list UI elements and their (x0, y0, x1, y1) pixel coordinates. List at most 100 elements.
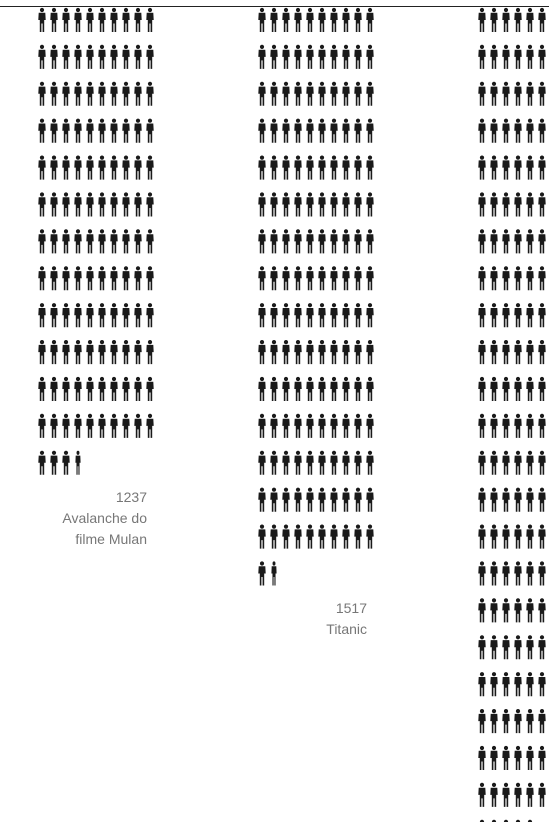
person-icon (526, 487, 534, 512)
person-icon (50, 44, 58, 69)
person-icon (98, 192, 106, 217)
person-icon (258, 413, 266, 438)
person-icon (38, 44, 46, 69)
person-icon (62, 155, 70, 180)
person-icon (502, 524, 510, 549)
person-icon (110, 229, 118, 254)
person-icon (294, 413, 302, 438)
person-icon (330, 192, 338, 217)
person-icon (366, 155, 374, 180)
person-icon (306, 192, 314, 217)
person-icon (306, 487, 314, 512)
person-icon (270, 376, 278, 401)
person-icon (478, 81, 486, 106)
person-icon (502, 376, 510, 401)
person-icon (538, 672, 546, 697)
person-icon (258, 192, 266, 217)
person-icon (538, 635, 546, 660)
person-icon (526, 192, 534, 217)
person-icon (330, 450, 338, 475)
person-icon (318, 340, 326, 365)
person-icon (502, 81, 510, 106)
person-icon (306, 450, 314, 475)
person-icon (50, 413, 58, 438)
person-icon (366, 524, 374, 549)
person-icon (330, 413, 338, 438)
person-icon (354, 266, 362, 291)
person-icon (98, 118, 106, 143)
person-icon (514, 598, 522, 623)
person-icon (258, 561, 266, 586)
person-icon (258, 487, 266, 512)
person-icon (342, 44, 350, 69)
person-icon (502, 7, 510, 33)
person-icon (502, 155, 510, 180)
person-icon (62, 376, 70, 401)
person-icon (354, 229, 362, 254)
series-label-titanic: Titanic (326, 621, 367, 637)
person-icon (122, 118, 130, 143)
person-icon (258, 7, 266, 33)
person-icon (294, 155, 302, 180)
person-icon (330, 118, 338, 143)
person-icon (282, 413, 290, 438)
person-icon (318, 229, 326, 254)
person-icon (318, 266, 326, 291)
person-icon (526, 303, 534, 328)
person-icon (110, 155, 118, 180)
person-icon (110, 303, 118, 328)
person-icon (38, 81, 46, 106)
person-icon (134, 229, 142, 254)
person-icon (342, 340, 350, 365)
person-icon (366, 192, 374, 217)
person-icon (134, 376, 142, 401)
person-icon (75, 450, 81, 475)
person-icon (86, 303, 94, 328)
person-icon (502, 229, 510, 254)
person-icon (86, 266, 94, 291)
person-icon (490, 413, 498, 438)
person-icon (318, 118, 326, 143)
person-icon (38, 376, 46, 401)
person-icon (490, 561, 498, 586)
person-icon (502, 635, 510, 660)
person-icon (490, 229, 498, 254)
person-icon (354, 413, 362, 438)
person-icon (490, 266, 498, 291)
person-icon (270, 413, 278, 438)
person-icon (514, 7, 522, 33)
person-icon (514, 635, 522, 660)
person-icon (146, 376, 154, 401)
person-icon (342, 7, 350, 33)
person-icon (122, 192, 130, 217)
person-icon (330, 524, 338, 549)
person-icon (306, 303, 314, 328)
person-icon (490, 376, 498, 401)
person-icon (526, 450, 534, 475)
person-icon (330, 266, 338, 291)
person-icon (270, 81, 278, 106)
person-icon (366, 81, 374, 106)
person-icon (514, 340, 522, 365)
person-icon (366, 340, 374, 365)
person-icon (98, 44, 106, 69)
person-icon (354, 340, 362, 365)
person-icon (282, 340, 290, 365)
person-icon (366, 487, 374, 512)
person-icon (134, 340, 142, 365)
person-icon (294, 44, 302, 69)
person-icon (514, 229, 522, 254)
person-icon (122, 340, 130, 365)
person-icon (110, 192, 118, 217)
person-icon (354, 524, 362, 549)
person-icon (478, 450, 486, 475)
person-icon (538, 376, 546, 401)
person-icon (514, 81, 522, 106)
person-icon (122, 303, 130, 328)
person-icon (74, 118, 82, 143)
person-icon (294, 376, 302, 401)
person-icon (538, 155, 546, 180)
person-icon (294, 487, 302, 512)
person-icon (38, 192, 46, 217)
person-icon (514, 413, 522, 438)
